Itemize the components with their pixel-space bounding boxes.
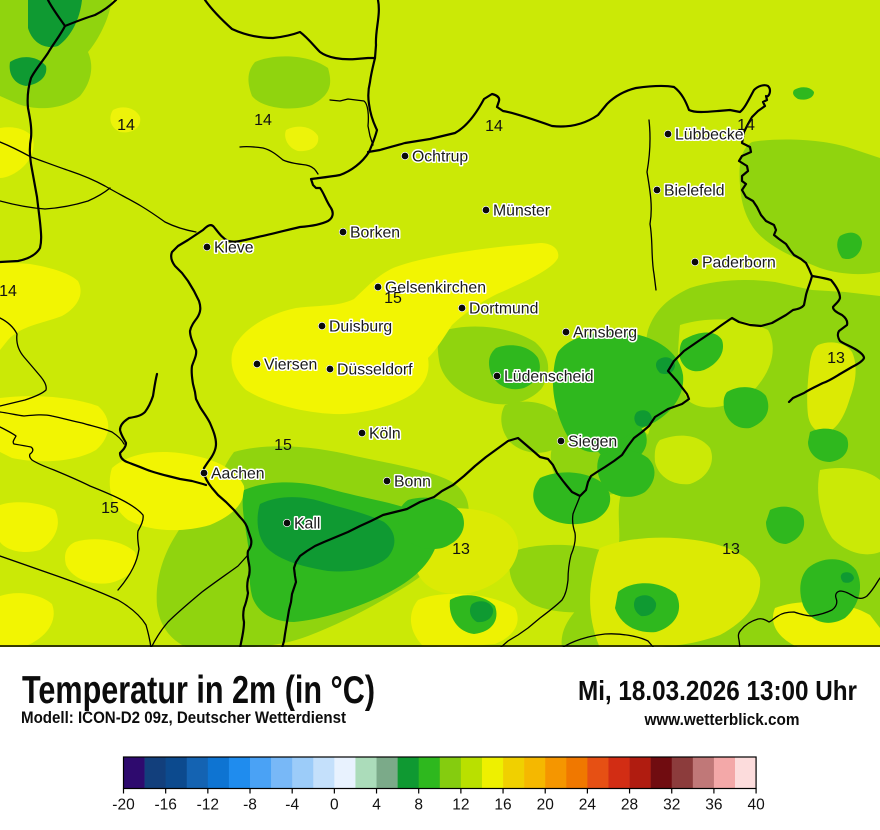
svg-text:13: 13 [722,541,740,558]
svg-text:14: 14 [737,117,755,134]
svg-text:Viersen: Viersen [264,357,317,374]
svg-text:16: 16 [494,797,511,814]
svg-text:Kall: Kall [294,516,320,533]
svg-text:8: 8 [414,797,423,814]
svg-text:Lübbecke: Lübbecke [675,127,744,144]
svg-text:Paderborn: Paderborn [702,255,776,272]
svg-text:Modell: ICON-D2 09z, Deutscher: Modell: ICON-D2 09z, Deutscher Wetterdie… [21,709,346,727]
svg-text:www.wetterblick.com: www.wetterblick.com [644,710,800,729]
svg-text:Siegen: Siegen [568,434,617,451]
svg-text:15: 15 [274,437,292,454]
svg-text:-12: -12 [197,797,219,814]
svg-text:40: 40 [747,797,765,814]
svg-text:Dortmund: Dortmund [469,301,538,318]
svg-text:14: 14 [117,117,135,134]
svg-text:-16: -16 [154,797,176,814]
svg-text:13: 13 [452,541,470,558]
svg-text:28: 28 [621,797,638,814]
svg-text:Aachen: Aachen [211,466,265,483]
svg-text:14: 14 [485,118,503,135]
svg-text:Düsseldorf: Düsseldorf [337,362,413,379]
svg-text:Temperatur in 2m (in °C): Temperatur in 2m (in °C) [22,669,375,712]
svg-text:Bielefeld: Bielefeld [664,183,725,200]
svg-text:-8: -8 [243,797,257,814]
svg-text:20: 20 [537,797,555,814]
svg-text:24: 24 [579,797,597,814]
svg-text:12: 12 [452,797,469,814]
svg-text:14: 14 [254,112,272,129]
svg-text:15: 15 [101,500,119,517]
svg-text:Mi, 18.03.2026 13:00 Uhr: Mi, 18.03.2026 13:00 Uhr [578,675,857,706]
svg-text:14: 14 [0,283,17,300]
svg-text:-4: -4 [285,797,299,814]
svg-text:Gelsenkirchen: Gelsenkirchen [385,280,486,297]
svg-text:Köln: Köln [369,426,401,443]
svg-text:-20: -20 [112,797,135,814]
svg-text:Bonn: Bonn [394,474,431,491]
svg-text:Duisburg: Duisburg [329,319,392,336]
svg-text:13: 13 [827,350,845,367]
svg-text:Borken: Borken [350,225,400,242]
svg-text:Münster: Münster [493,203,550,220]
svg-text:36: 36 [705,797,722,814]
svg-text:Lüdenscheid: Lüdenscheid [504,369,594,386]
svg-text:0: 0 [330,797,339,814]
svg-text:4: 4 [372,797,381,814]
svg-text:15: 15 [384,290,402,307]
svg-text:Kleve: Kleve [214,240,254,257]
svg-text:32: 32 [663,797,680,814]
svg-text:Ochtrup: Ochtrup [412,149,468,166]
svg-text:Arnsberg: Arnsberg [573,325,637,342]
